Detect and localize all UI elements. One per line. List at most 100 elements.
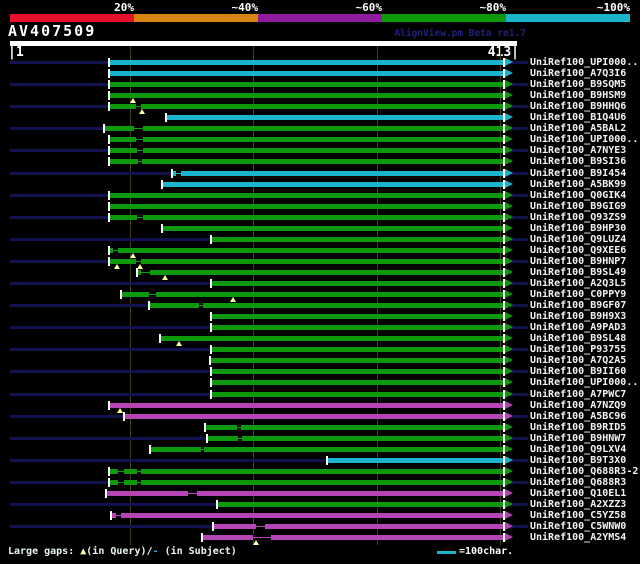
alignment-bar[interactable] — [110, 104, 503, 110]
alignment-bar[interactable] — [212, 380, 503, 386]
hit-label[interactable]: UniRef100_B9RID5 — [530, 421, 627, 433]
hit-label[interactable]: UniRef100_B9SI36 — [530, 156, 627, 168]
alignment-bar[interactable] — [112, 513, 503, 519]
end-tick — [503, 323, 505, 333]
alignment-bar[interactable] — [110, 192, 503, 198]
hit-label[interactable]: UniRef100_Q9LXV4 — [530, 443, 627, 455]
hit-label[interactable]: UniRef100_B9SQM5 — [530, 79, 627, 91]
alignment-bar[interactable] — [110, 402, 503, 408]
alignment-bar[interactable] — [110, 71, 503, 77]
hit-label[interactable]: UniRef100_A7PWC7 — [530, 388, 627, 400]
alignment-bar[interactable] — [161, 336, 503, 342]
hit-label[interactable]: UniRef100_B9HHQ6 — [530, 101, 627, 113]
alignment-bar[interactable] — [167, 115, 503, 121]
hit-label[interactable]: UniRef100_C0PPY9 — [530, 289, 627, 301]
hit-label[interactable]: UniRef100_A5BC96 — [530, 410, 627, 422]
alignment-bar[interactable] — [110, 203, 503, 209]
alignment-bar[interactable] — [138, 269, 503, 275]
alignment-bar[interactable] — [107, 490, 503, 496]
hit-label[interactable]: UniRef100_A5BAL2 — [530, 123, 627, 135]
alignment-bar[interactable] — [212, 369, 503, 375]
alignment-row: UniRef100_Q9XEE6 — [0, 244, 640, 258]
alignment-bar[interactable] — [212, 391, 503, 397]
hit-label[interactable]: UniRef100_B9T3X0 — [530, 454, 627, 466]
start-tick — [201, 533, 203, 543]
hit-label[interactable]: UniRef100_C5WNW0 — [530, 521, 627, 533]
alignment-bar[interactable] — [208, 435, 503, 441]
alignment-row: UniRef100_B9SQM5 — [0, 79, 640, 90]
alignment-bar[interactable] — [110, 148, 503, 154]
hit-label[interactable]: UniRef100_A7Q3I6 — [530, 68, 627, 80]
hit-label[interactable]: UniRef100_B9I454 — [530, 167, 627, 179]
alignment-bar[interactable] — [122, 292, 503, 298]
arrow-end-icon — [505, 433, 513, 442]
alignment-bar[interactable] — [110, 258, 503, 264]
hit-label[interactable]: UniRef100_Q9LUZ4 — [530, 233, 627, 245]
hit-label[interactable]: UniRef100_B9SL48 — [530, 333, 627, 345]
hit-label[interactable]: UniRef100_B9SL49 — [530, 266, 627, 278]
hit-label[interactable]: UniRef100_Q9XEE6 — [530, 244, 627, 256]
hit-label[interactable]: UniRef100_P93755 — [530, 344, 627, 356]
start-tick — [210, 345, 212, 355]
alignment-row: UniRef100_A5BC96 — [0, 411, 640, 422]
alignment-bar[interactable] — [110, 468, 503, 474]
alignment-bar[interactable] — [328, 457, 503, 463]
hit-label[interactable]: UniRef100_A9PAD3 — [530, 322, 627, 334]
hit-label[interactable]: UniRef100_A7NZQ9 — [530, 399, 627, 411]
hit-label[interactable]: UniRef100_B9GF07 — [530, 300, 627, 312]
hit-label[interactable]: UniRef100_C5YZ58 — [530, 510, 627, 522]
hit-label[interactable]: UniRef100_Q93ZS9 — [530, 211, 627, 223]
hit-label[interactable]: UniRef100_B9GIG9 — [530, 200, 627, 212]
alignment-bar[interactable] — [163, 225, 503, 231]
alignment-bar[interactable] — [173, 170, 503, 176]
hit-label[interactable]: UniRef100_B9HSM9 — [530, 90, 627, 102]
hit-label[interactable]: UniRef100_UPI000.. — [530, 57, 639, 68]
alignment-bar[interactable] — [212, 281, 503, 286]
alignment-bar[interactable] — [150, 303, 503, 309]
arrow-end-icon — [505, 378, 513, 387]
alignment-bar[interactable] — [212, 236, 503, 242]
alignment-bar[interactable] — [110, 159, 503, 165]
hit-label[interactable]: UniRef100_A7Q2A5 — [530, 355, 627, 367]
hit-label[interactable]: UniRef100_B9HP30 — [530, 222, 627, 234]
start-tick — [210, 279, 212, 288]
hit-label[interactable]: UniRef100_B9H9X3 — [530, 311, 627, 323]
gaps-legend-query-text: (in Query)/ — [86, 546, 153, 557]
alignment-bar[interactable] — [125, 413, 503, 419]
alignment-bar[interactable] — [110, 60, 503, 65]
alignment-bar[interactable] — [212, 314, 503, 320]
alignment-bar[interactable] — [151, 446, 503, 452]
hit-label[interactable]: UniRef100_Q688R3-2 — [530, 465, 639, 477]
hit-label[interactable]: UniRef100_A5BK99 — [530, 178, 627, 190]
hit-label[interactable]: UniRef100_A2Q3L5 — [530, 278, 627, 289]
alignment-bar[interactable] — [212, 325, 503, 331]
alignment-bar[interactable] — [105, 126, 503, 132]
hit-label[interactable]: UniRef100_UPI000.. — [530, 134, 639, 146]
alignment-bar[interactable] — [110, 93, 503, 99]
alignment-bar[interactable] — [218, 502, 503, 507]
hit-label[interactable]: UniRef100_B1Q4U6 — [530, 112, 627, 124]
alignment-bar[interactable] — [110, 479, 503, 485]
alignment-bar[interactable] — [214, 524, 503, 530]
hit-label[interactable]: UniRef100_Q688R3 — [530, 476, 627, 488]
hit-label[interactable]: UniRef100_A7NYE3 — [530, 145, 627, 157]
hit-label[interactable]: UniRef100_A2XZZ3 — [530, 499, 627, 510]
alignment-bar[interactable] — [163, 181, 503, 187]
hit-label[interactable]: UniRef100_B9II60 — [530, 366, 627, 378]
alignment-bar[interactable] — [212, 347, 503, 353]
hit-label[interactable]: UniRef100_Q0GIK4 — [530, 189, 627, 201]
alignment-bar[interactable] — [110, 137, 503, 143]
alignment-bar[interactable] — [211, 358, 503, 364]
alignment-bar[interactable] — [206, 424, 503, 430]
hit-label[interactable]: UniRef100_B9HNW7 — [530, 432, 627, 444]
hit-label[interactable]: UniRef100_B9HNP7 — [530, 255, 627, 267]
alignment-bar[interactable] — [110, 247, 503, 253]
end-tick — [503, 433, 505, 443]
hit-label[interactable]: UniRef100_Q10EL1 — [530, 487, 627, 499]
hit-label[interactable]: UniRef100_A2YMS4 — [530, 532, 627, 544]
start-tick — [209, 356, 211, 366]
alignment-bar[interactable] — [110, 82, 503, 88]
alignment-bar[interactable] — [203, 535, 503, 541]
alignment-bar[interactable] — [110, 214, 503, 220]
hit-label[interactable]: UniRef100_UPI000.. — [530, 377, 639, 389]
